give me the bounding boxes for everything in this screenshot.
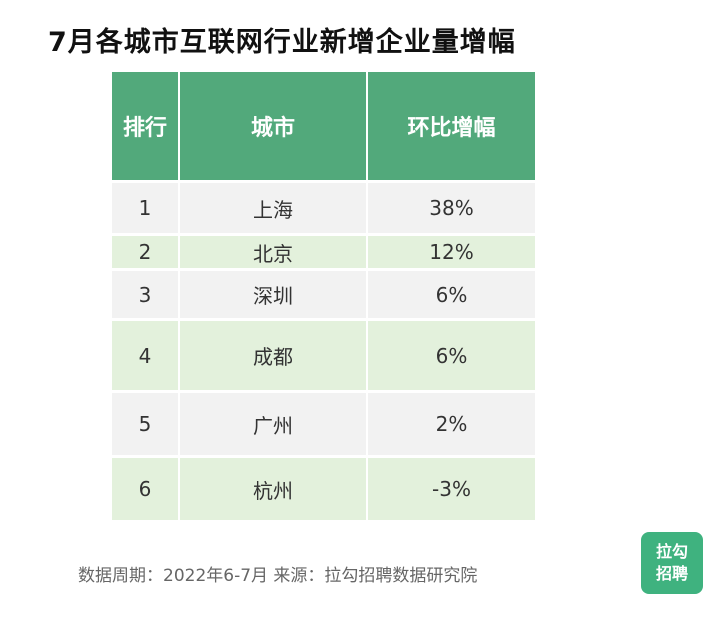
table-cell: 2%	[368, 393, 535, 455]
table-cell: 3	[112, 271, 180, 318]
table-cell: 北京	[180, 236, 368, 268]
table-cell: 1	[112, 183, 180, 233]
table-row: 5 广州 2%	[112, 393, 535, 455]
table-cell: 6%	[368, 321, 535, 390]
title: 7月各城市互联网行业新增企业量增幅	[48, 27, 516, 58]
table-cell: 6	[112, 458, 180, 520]
table-cell: 5	[112, 393, 180, 455]
table-cell: 38%	[368, 183, 535, 233]
header-cell: 排行	[112, 72, 180, 180]
header-row: 排行 城市 环比增幅	[112, 72, 535, 180]
table-row: 3 深圳 6%	[112, 271, 535, 318]
logo-text: 拉勾	[655, 542, 688, 561]
table-row: 1 上海 38%	[112, 183, 535, 233]
footer-note: 数据周期：2022年6-7月 来源：拉勾招聘数据研究院	[78, 566, 478, 586]
table-cell: 杭州	[180, 458, 368, 520]
table-cell: 2	[112, 236, 180, 268]
logo: 拉勾 招聘	[641, 532, 703, 594]
table-cell: -3%	[368, 458, 535, 520]
table-cell: 广州	[180, 393, 368, 455]
table-row: 6 杭州 -3%	[112, 458, 535, 520]
table-cell: 12%	[368, 236, 535, 268]
header-cell: 环比增幅	[368, 72, 535, 180]
table: 排行 城市 环比增幅 1 上海 38% 2 北京 12% 3 深圳 6% 4 成都 6% 5 广州 2% 6 杭州 -3…	[112, 72, 535, 523]
table-cell: 成都	[180, 321, 368, 390]
table-row: 4 成都 6%	[112, 321, 535, 390]
table-row: 2 北京 12%	[112, 236, 535, 268]
header-cell: 城市	[180, 72, 368, 180]
table-cell: 4	[112, 321, 180, 390]
logo-text: 招聘	[655, 564, 688, 583]
table-cell: 上海	[180, 183, 368, 233]
table-cell: 深圳	[180, 271, 368, 318]
table-cell: 6%	[368, 271, 535, 318]
